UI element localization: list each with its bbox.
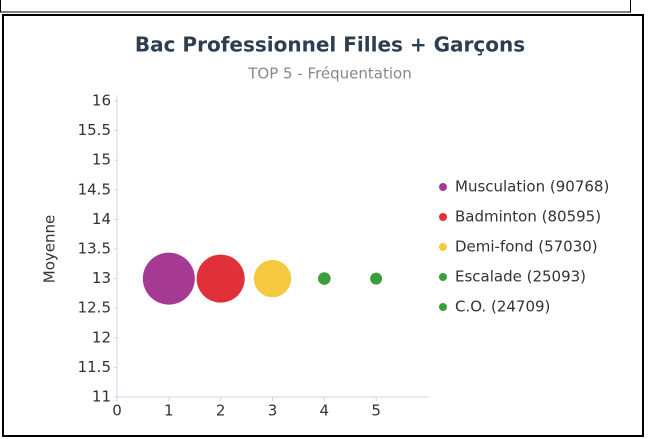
x-tick-label: 4 xyxy=(320,402,330,420)
chart-frame xyxy=(2,14,644,437)
legend-label: Badminton (80595) xyxy=(455,208,601,226)
bubble xyxy=(196,254,245,303)
x-tick-label: 2 xyxy=(216,402,226,420)
top-strip xyxy=(0,0,631,13)
y-tick-label: 14.5 xyxy=(78,180,111,198)
y-tick-label: 14 xyxy=(92,210,111,228)
x-tick-label: 0 xyxy=(112,402,122,420)
legend-label: Musculation (90768) xyxy=(455,178,609,196)
y-tick-label: 11 xyxy=(92,388,111,406)
y-tick-label: 12 xyxy=(92,328,111,346)
y-tick-label: 13 xyxy=(92,269,111,287)
x-tick-label: 1 xyxy=(164,402,174,420)
chart-subtitle: TOP 5 - Fréquentation xyxy=(247,65,411,83)
x-tick-label: 5 xyxy=(371,402,381,420)
bubble xyxy=(253,259,292,298)
legend-marker xyxy=(439,303,447,311)
y-tick-label: 15 xyxy=(92,151,111,169)
x-tick-label: 3 xyxy=(268,402,278,420)
y-axis-label: Moyenne xyxy=(41,215,59,283)
y-tick-label: 16 xyxy=(92,92,111,110)
legend-marker xyxy=(439,183,447,191)
legend-label: Escalade (25093) xyxy=(455,268,586,286)
bubble xyxy=(142,252,195,305)
bubble xyxy=(318,272,331,285)
legend-label: C.O. (24709) xyxy=(455,298,550,316)
legend-marker xyxy=(439,243,447,251)
legend-marker xyxy=(439,213,447,221)
bubble xyxy=(370,272,383,285)
y-tick-label: 11.5 xyxy=(78,358,111,376)
chart-title: Bac Professionnel Filles + Garçons xyxy=(135,33,525,57)
legend-label: Demi-fond (57030) xyxy=(455,238,598,256)
y-tick-label: 15.5 xyxy=(78,121,111,139)
y-tick-label: 12.5 xyxy=(78,299,111,317)
y-tick-label: 13.5 xyxy=(78,240,111,258)
legend-marker xyxy=(439,273,447,281)
